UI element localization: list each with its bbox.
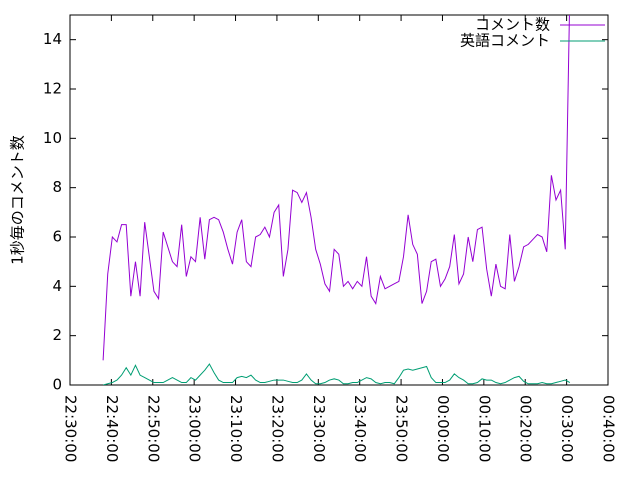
x-tick-label: 22:30:00 xyxy=(62,395,80,462)
y-tick-label: 8 xyxy=(52,178,62,196)
x-tick-label: 00:00:00 xyxy=(434,395,452,462)
y-axis-label: 1秒毎のコメント数 xyxy=(9,135,27,265)
y-tick-label: 14 xyxy=(43,30,62,48)
y-tick-label: 10 xyxy=(43,129,62,147)
x-tick-label: 00:20:00 xyxy=(517,395,535,462)
x-tick-label: 23:50:00 xyxy=(393,395,411,462)
plot-frame xyxy=(69,14,609,386)
x-tick-label: 23:00:00 xyxy=(186,395,204,462)
x-tick-label: 23:10:00 xyxy=(227,395,245,462)
x-tick-label: 23:20:00 xyxy=(268,395,286,462)
x-tick-label: 23:40:00 xyxy=(351,395,369,462)
legend-label: 英語コメント xyxy=(460,32,550,50)
x-tick-label: 22:40:00 xyxy=(103,395,121,462)
y-tick-label: 0 xyxy=(52,376,62,394)
series-line xyxy=(102,363,571,385)
y-tick-label: 6 xyxy=(52,228,62,246)
x-tick-label: 00:40:00 xyxy=(600,395,618,462)
x-tick-label: 23:30:00 xyxy=(310,395,328,462)
x-tick-label: 00:30:00 xyxy=(558,395,576,462)
x-tick-label: 00:10:00 xyxy=(475,395,493,462)
legend-label: コメント数 xyxy=(475,16,550,34)
x-tick-label: 22:50:00 xyxy=(144,395,162,462)
series-line xyxy=(102,15,570,361)
y-tick-label: 12 xyxy=(43,80,62,98)
y-tick-label: 2 xyxy=(52,326,62,344)
y-tick-label: 4 xyxy=(52,277,62,295)
